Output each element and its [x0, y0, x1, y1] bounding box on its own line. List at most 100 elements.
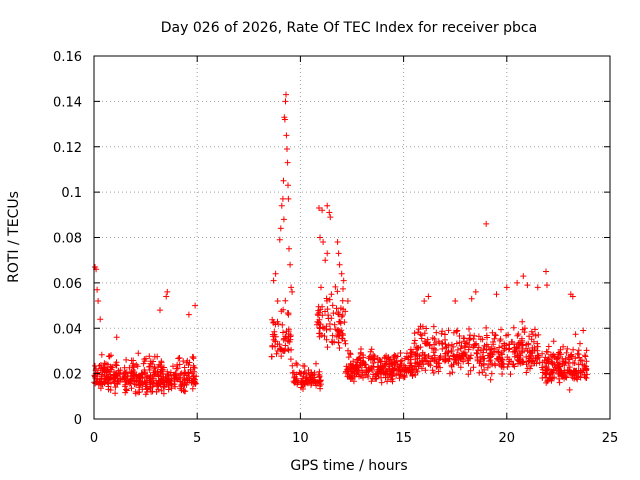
data-point [149, 361, 155, 368]
data-point [289, 362, 296, 369]
data-point [146, 374, 152, 381]
data-point [556, 360, 563, 367]
data-point [106, 353, 113, 360]
data-point [575, 361, 582, 368]
data-point [282, 98, 289, 105]
data-point [334, 327, 341, 334]
data-point [279, 195, 286, 202]
data-point [316, 316, 323, 323]
data-point [285, 195, 292, 202]
grid-lines [94, 56, 610, 419]
data-point [400, 373, 407, 380]
data-point [317, 234, 323, 241]
data-point [510, 361, 517, 368]
data-point [470, 364, 477, 371]
data-point [546, 374, 553, 381]
data-point [334, 288, 341, 295]
data-point [454, 346, 461, 353]
data-point [104, 361, 111, 368]
data-point [352, 373, 358, 380]
data-point [335, 309, 342, 316]
data-point [92, 373, 99, 380]
data-point [121, 375, 128, 381]
data-point [269, 316, 276, 323]
data-point [164, 368, 171, 375]
data-point [157, 307, 163, 314]
data-point [549, 353, 556, 360]
data-point [484, 364, 491, 371]
data-point [450, 343, 457, 350]
data-point [155, 373, 162, 380]
data-point [357, 351, 364, 357]
data-point [525, 358, 532, 365]
data-point [397, 358, 404, 365]
data-point [386, 357, 393, 363]
data-point [431, 345, 437, 352]
data-point [539, 350, 546, 357]
data-point [408, 349, 415, 356]
data-point [150, 380, 157, 387]
data-point [108, 379, 114, 386]
x-tick-label: 10 [292, 431, 309, 446]
data-point [126, 364, 133, 371]
data-point [112, 390, 119, 397]
data-point [316, 330, 323, 337]
data-point [192, 302, 199, 309]
data-point [378, 379, 385, 386]
data-point [497, 336, 504, 343]
data-point [342, 340, 349, 347]
data-point [517, 352, 524, 359]
data-point [566, 386, 573, 393]
data-point [568, 351, 575, 358]
data-point [347, 350, 354, 357]
data-point [191, 376, 197, 383]
data-point [461, 335, 468, 342]
data-point [286, 245, 292, 252]
data-point [338, 270, 345, 277]
data-point [448, 363, 455, 370]
data-point [379, 363, 386, 370]
data-point [550, 338, 557, 345]
data-point [190, 353, 197, 360]
data-point [492, 362, 499, 369]
data-point [282, 297, 289, 304]
data-point [455, 360, 462, 367]
data-point [144, 377, 151, 384]
data-point [491, 345, 498, 352]
data-point [544, 349, 551, 355]
data-point [421, 352, 428, 358]
data-point [123, 379, 130, 385]
data-point [113, 334, 120, 341]
data-point [151, 365, 158, 372]
data-point [528, 336, 535, 343]
data-point [108, 352, 114, 359]
data-point [493, 291, 500, 298]
data-point [321, 333, 328, 340]
data-point [560, 343, 567, 350]
data-point [423, 325, 430, 332]
data-point [280, 177, 287, 184]
data-point [485, 343, 492, 350]
data-point [181, 364, 188, 371]
data-point [394, 361, 401, 368]
data-point [133, 377, 140, 384]
data-point [339, 297, 346, 304]
data-point [336, 345, 343, 351]
data-points [91, 91, 591, 398]
y-tick-label: 0.12 [53, 141, 82, 156]
data-point [116, 371, 123, 378]
data-point [326, 296, 333, 303]
data-point [181, 388, 188, 395]
data-point [178, 387, 185, 394]
data-point [397, 371, 404, 377]
data-point [564, 367, 571, 373]
data-point [185, 311, 192, 318]
data-point [319, 324, 326, 331]
data-point [122, 381, 129, 388]
data-point [539, 375, 546, 381]
data-point [544, 282, 550, 289]
data-point [172, 383, 179, 390]
data-point [188, 379, 195, 386]
data-point [475, 344, 482, 351]
data-point [170, 371, 177, 378]
